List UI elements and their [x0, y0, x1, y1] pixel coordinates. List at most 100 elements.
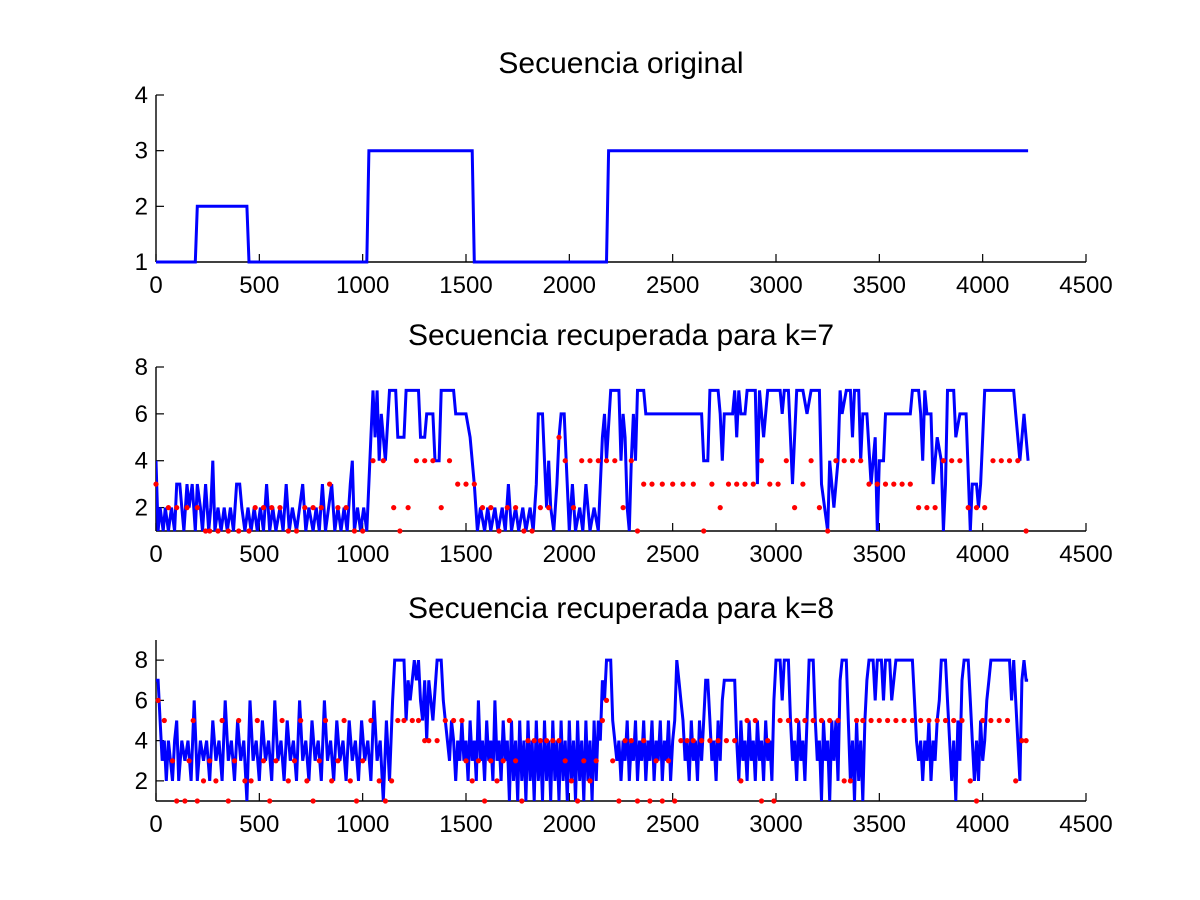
- data-point: [360, 758, 366, 764]
- data-point: [603, 697, 610, 704]
- data-point: [998, 458, 1004, 464]
- data-point: [924, 505, 930, 511]
- data-point: [446, 458, 453, 464]
- data-point: [1023, 528, 1029, 534]
- data-point: [496, 528, 502, 534]
- data-point: [717, 505, 723, 511]
- x-tick-label: 2500: [646, 811, 699, 838]
- data-point: [246, 528, 252, 534]
- data-point: [335, 505, 341, 511]
- x-tick-label: 4000: [956, 272, 1009, 299]
- data-point: [800, 481, 806, 487]
- data-point: [242, 778, 248, 784]
- data-point: [701, 528, 707, 534]
- data-point: [593, 758, 599, 764]
- data-point: [343, 505, 349, 511]
- data-point: [882, 481, 889, 487]
- data-point: [506, 717, 512, 724]
- data-point: [612, 458, 618, 464]
- data-point: [794, 717, 800, 724]
- data-point: [792, 505, 798, 511]
- chart-panel-1: Secuencia original 0 500 1000 1500 2000 2500 30…: [135, 47, 1113, 299]
- data-point: [277, 505, 283, 511]
- data-point: [934, 717, 940, 724]
- data-point: [587, 458, 593, 464]
- data-point: [628, 738, 634, 744]
- data-point: [562, 758, 568, 764]
- data-point: [194, 798, 200, 804]
- data-point: [634, 528, 641, 534]
- data-point: [329, 778, 335, 784]
- x-tick-label: 1000: [336, 272, 389, 299]
- data-point: [504, 505, 510, 511]
- y-tick-label: 2: [135, 193, 148, 220]
- data-point: [169, 758, 176, 764]
- data-point: [758, 798, 765, 804]
- y-tick-label: 4: [135, 448, 148, 475]
- data-point: [647, 798, 653, 804]
- data-point: [802, 717, 808, 724]
- data-point: [291, 758, 298, 764]
- data-point: [537, 505, 544, 511]
- data-point: [918, 717, 924, 724]
- data-point: [599, 717, 606, 724]
- data-point: [360, 528, 366, 534]
- data-point: [616, 798, 622, 804]
- data-point: [236, 717, 242, 724]
- data-point: [525, 738, 531, 744]
- y-tick-label: 8: [135, 354, 148, 381]
- data-point: [422, 458, 428, 464]
- data-point: [546, 505, 552, 511]
- data-point: [451, 717, 457, 724]
- data-point: [982, 505, 988, 511]
- data-point: [335, 758, 341, 764]
- x-tick-label: 4500: [1059, 811, 1112, 838]
- data-point: [537, 738, 544, 744]
- data-point: [967, 778, 973, 784]
- data-point: [219, 717, 225, 724]
- data-point: [641, 738, 647, 744]
- data-point: [174, 505, 180, 511]
- y-tick-label: 3: [135, 138, 148, 165]
- data-point: [463, 481, 469, 487]
- data-point: [926, 717, 932, 724]
- data-point: [347, 778, 353, 784]
- data-point: [376, 778, 382, 784]
- data-point: [622, 738, 628, 744]
- data-point: [304, 778, 310, 784]
- data-point: [860, 717, 866, 724]
- data-point: [310, 505, 316, 511]
- data-point: [932, 505, 938, 511]
- x-tick-label: 4500: [1059, 541, 1112, 568]
- data-point: [684, 738, 690, 744]
- data-point: [885, 717, 891, 724]
- data-point: [847, 778, 854, 784]
- data-point: [153, 481, 159, 487]
- data-point: [186, 758, 192, 764]
- data-point: [471, 481, 477, 487]
- data-point: [659, 798, 665, 804]
- data-point: [996, 717, 1002, 724]
- data-point: [678, 738, 684, 744]
- data-point: [775, 481, 781, 487]
- series-markers: [153, 434, 1029, 534]
- data-point: [957, 458, 963, 464]
- data-point: [207, 758, 213, 764]
- x-tick-label: 500: [239, 541, 279, 568]
- data-point: [825, 528, 831, 534]
- data-point: [368, 717, 374, 724]
- data-point: [455, 481, 461, 487]
- data-point: [649, 481, 655, 487]
- data-point: [810, 717, 816, 724]
- data-point: [653, 758, 659, 764]
- x-tick-label: 3500: [853, 272, 906, 299]
- data-point: [595, 458, 601, 464]
- data-point: [965, 505, 971, 511]
- x-tick-label: 0: [149, 811, 162, 838]
- data-point: [269, 505, 275, 511]
- x-tick-label: 3000: [749, 272, 802, 299]
- data-point: [409, 717, 415, 724]
- data-point: [767, 481, 773, 487]
- data-point: [725, 481, 732, 487]
- data-point: [316, 758, 322, 764]
